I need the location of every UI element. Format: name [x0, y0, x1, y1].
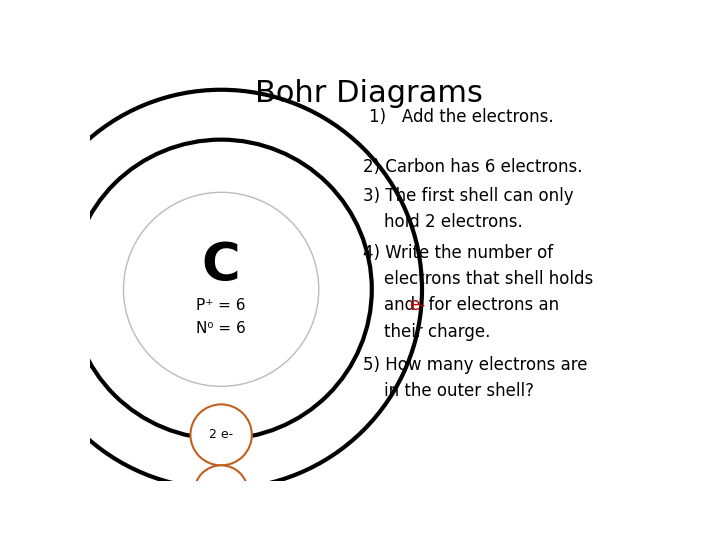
Text: 4) Write the number of: 4) Write the number of [364, 244, 554, 262]
Text: 2) Carbon has 6 electrons.: 2) Carbon has 6 electrons. [364, 158, 583, 176]
Text: for electrons an: for electrons an [418, 296, 559, 314]
Text: hold 2 electrons.: hold 2 electrons. [364, 213, 523, 231]
Text: 1)   Add the electrons.: 1) Add the electrons. [369, 108, 554, 126]
Text: C: C [202, 240, 240, 293]
Text: N⁰ = 6: N⁰ = 6 [197, 321, 246, 336]
Text: P⁺ = 6: P⁺ = 6 [197, 299, 246, 313]
Text: 2 e-: 2 e- [209, 428, 233, 441]
Text: 5) How many electrons are: 5) How many electrons are [364, 356, 588, 374]
Text: in the outer shell?: in the outer shell? [364, 382, 534, 400]
Text: electrons that shell holds: electrons that shell holds [364, 270, 594, 288]
Text: 3) The first shell can only: 3) The first shell can only [364, 187, 574, 205]
Ellipse shape [190, 404, 252, 465]
Text: and: and [364, 296, 426, 314]
Text: their charge.: their charge. [364, 323, 491, 341]
Text: Bohr Diagrams: Bohr Diagrams [255, 79, 483, 109]
Text: e-: e- [409, 296, 426, 314]
Ellipse shape [194, 465, 248, 518]
